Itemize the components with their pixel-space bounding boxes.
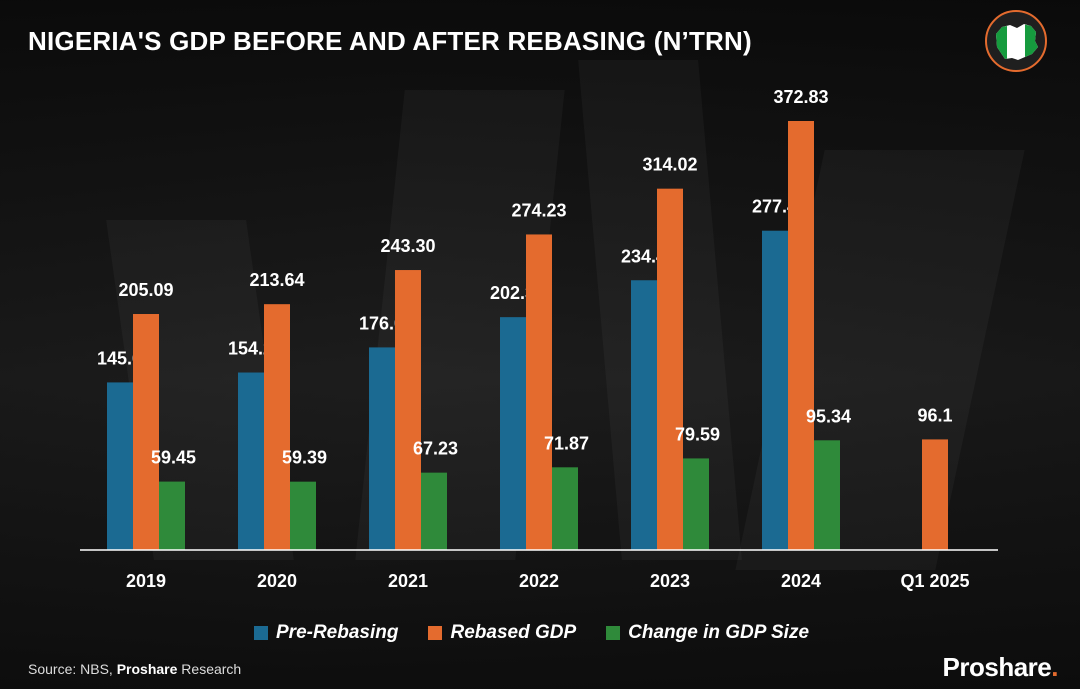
data-label-rebased-gdp-2023: 314.02 (642, 155, 697, 175)
legend-label-rebased-gdp: Rebased GDP (450, 622, 577, 643)
bar-pre-rebasing-2021 (369, 347, 395, 550)
bar-rebased-gdp-2024 (788, 121, 814, 550)
source-note: Source: NBS, Proshare Research (28, 661, 241, 677)
brand-logo: Proshare. (942, 652, 1059, 683)
x-tick-label: 2023 (650, 571, 690, 591)
data-label-change-in-gdp-2019: 59.45 (151, 448, 196, 468)
bar-change-in-gdp-2024 (814, 440, 840, 550)
bar-change-in-gdp-2021 (421, 472, 447, 550)
nigeria-map-icon (985, 10, 1047, 72)
bar-change-in-gdp-2022 (552, 467, 578, 550)
data-label-change-in-gdp-2022: 71.87 (544, 433, 589, 453)
data-label-rebased-gdp-2024: 372.83 (773, 87, 828, 107)
data-label-rebased-gdp-2022: 274.23 (511, 200, 566, 220)
source-org: Proshare (116, 661, 178, 677)
bar-rebased-gdp-2020 (264, 304, 290, 550)
bar-rebased-gdp-2023 (657, 188, 683, 550)
legend-swatch-pre-rebasing (254, 626, 268, 640)
data-label-change-in-gdp-2023: 79.59 (675, 424, 720, 444)
x-tick-label: 2022 (519, 571, 559, 591)
legend-swatch-change-in-gdp (606, 626, 621, 640)
bar-pre-rebasing-2022 (500, 317, 526, 550)
chart-title: NIGERIA'S GDP BEFORE AND AFTER REBASING … (28, 26, 752, 56)
legend-swatch-rebased-gdp (428, 626, 443, 640)
source-prefix: Source: NBS, (28, 661, 117, 677)
nigeria-map-shape (996, 24, 1038, 60)
legend-item-change-in-gdp: Change in GDP Size (606, 622, 809, 644)
bar-rebased-gdp-2022 (526, 234, 552, 550)
data-label-change-in-gdp-2020: 59.39 (282, 448, 327, 468)
bar-pre-rebasing-2024 (762, 230, 788, 550)
bar-change-in-gdp-2019 (159, 481, 185, 550)
bar-change-in-gdp-2020 (290, 481, 316, 550)
x-tick-label: 2021 (388, 571, 428, 591)
brand-name: Proshare (942, 652, 1052, 682)
bar-rebased-gdp-q1-2025 (922, 439, 948, 550)
x-tick-label: Q1 2025 (900, 571, 969, 591)
brand-dot: . (1051, 652, 1058, 682)
data-label-rebased-gdp-2019: 205.09 (118, 280, 173, 300)
data-label-rebased-gdp-2021: 243.30 (380, 236, 435, 256)
legend-item-pre-rebasing: Pre-Rebasing (254, 622, 398, 644)
data-label-rebased-gdp-2020: 213.64 (249, 270, 304, 290)
bar-change-in-gdp-2023 (683, 458, 709, 550)
legend-item-rebased-gdp: Rebased GDP (428, 622, 576, 644)
x-tick-label: 2019 (126, 571, 166, 591)
bar-pre-rebasing-2020 (238, 372, 264, 550)
x-tick-label: 2024 (781, 571, 821, 591)
data-label-change-in-gdp-2021: 67.23 (413, 439, 458, 459)
bar-pre-rebasing-2019 (107, 382, 133, 550)
data-label-rebased-gdp-q1-2025: 96.1 (917, 405, 952, 425)
legend-label-change-in-gdp: Change in GDP Size (628, 622, 810, 643)
legend: Pre-Rebasing Rebased GDP Change in GDP S… (254, 620, 809, 646)
bar-rebased-gdp-2019 (133, 314, 159, 550)
bar-pre-rebasing-2023 (631, 280, 657, 550)
bar-rebased-gdp-2021 (395, 270, 421, 550)
data-label-change-in-gdp-2024: 95.34 (806, 406, 851, 426)
x-tick-label: 2020 (257, 571, 297, 591)
legend-label-pre-rebasing: Pre-Rebasing (276, 622, 399, 643)
source-suffix: Research (177, 661, 242, 677)
